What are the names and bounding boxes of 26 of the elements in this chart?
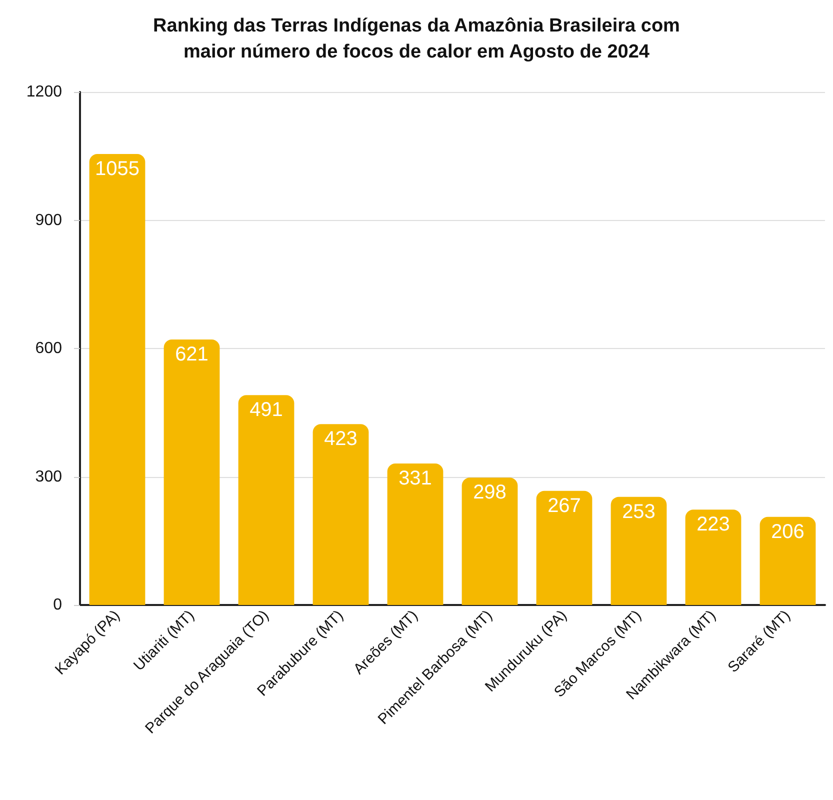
data-label: 1055 [95, 158, 140, 180]
data-label: 621 [175, 344, 208, 366]
bar [536, 490, 592, 605]
data-label: 331 [398, 467, 432, 490]
y-tick-label: 0 [53, 596, 62, 614]
y-tick-label: 1200 [26, 84, 62, 100]
bar [685, 510, 742, 605]
y-tick-label: 600 [35, 340, 62, 357]
data-label: 423 [324, 428, 358, 450]
bar [238, 395, 294, 605]
data-label: 206 [771, 520, 804, 543]
y-tick-label: 300 [35, 468, 62, 486]
bar [312, 424, 369, 605]
data-label: 223 [696, 514, 730, 536]
data-label: 491 [250, 399, 283, 422]
bar [462, 478, 518, 605]
data-label: 253 [622, 500, 656, 523]
bar [610, 496, 667, 605]
data-label: 267 [548, 494, 581, 517]
y-tick-label: 900 [35, 212, 62, 229]
bar [164, 340, 220, 605]
data-label: 298 [473, 482, 506, 504]
chart-title: Ranking das Terras Indígenas da Amazônia Brasileira com maior número de focos de calor em Agosto de 2024 [153, 16, 680, 62]
bar [387, 464, 444, 605]
bar [760, 516, 816, 605]
bar [89, 154, 146, 605]
